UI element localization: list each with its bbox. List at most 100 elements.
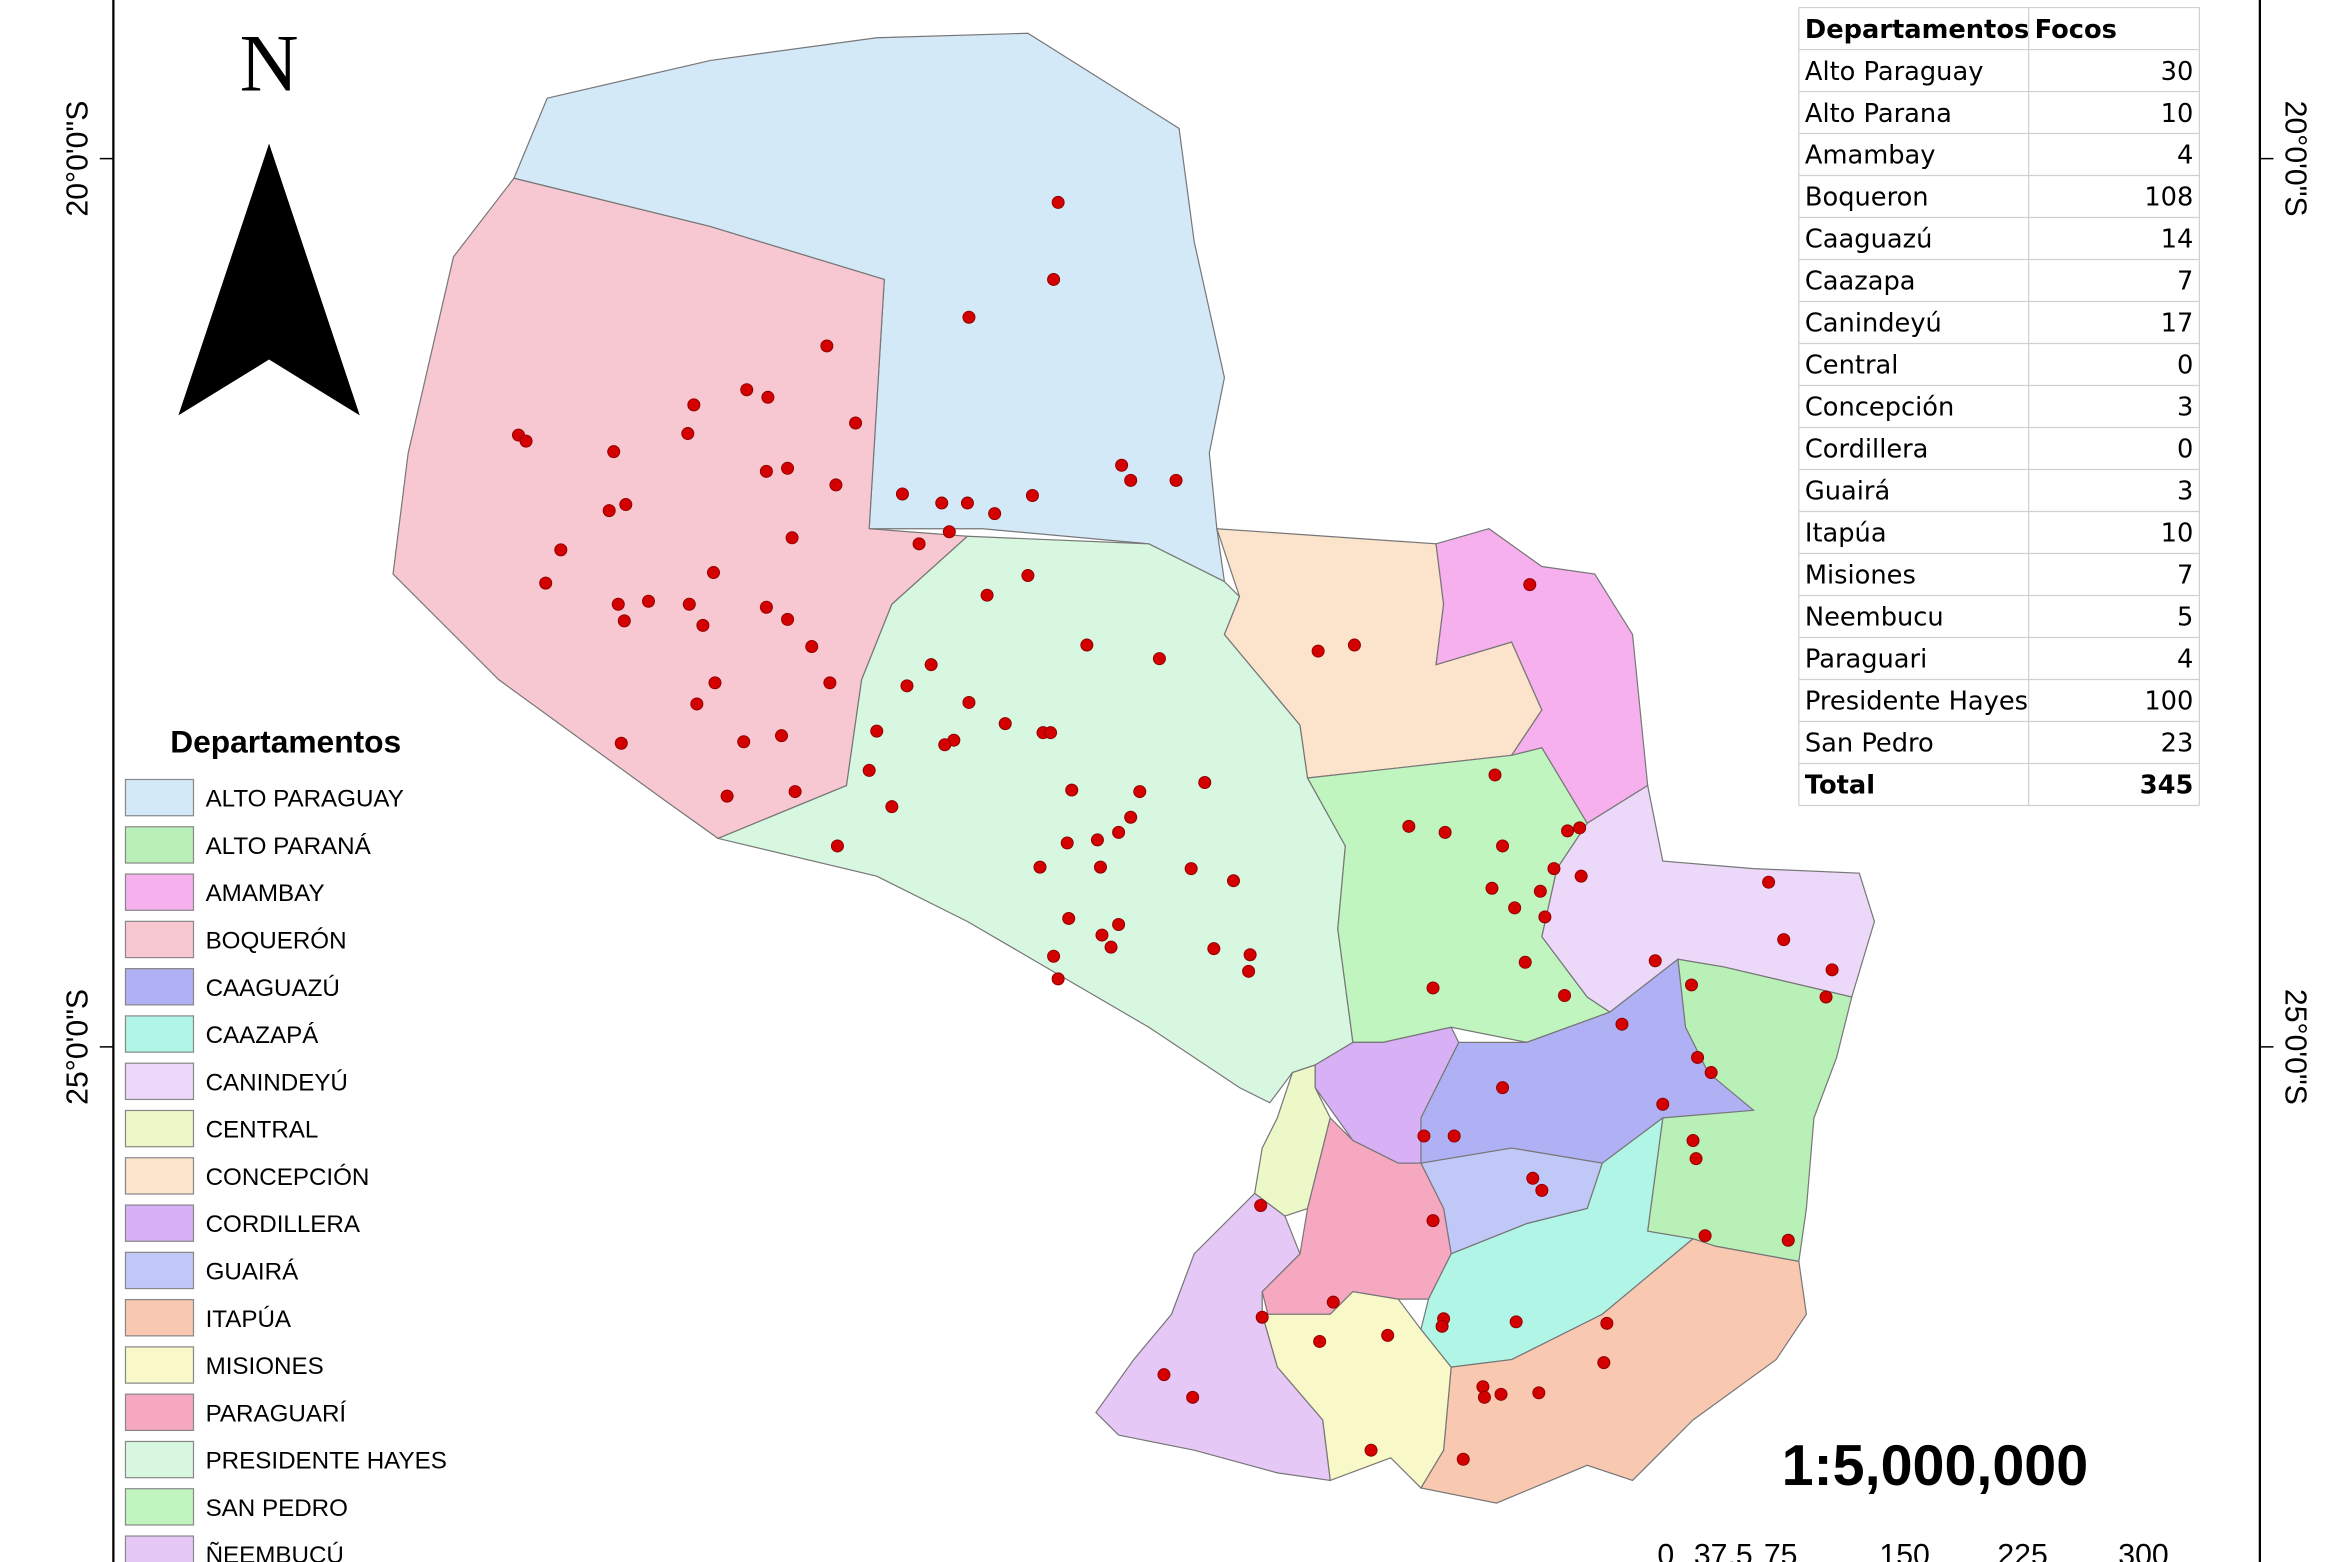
fire-hotspot [519,434,533,448]
fire-hotspot [1080,638,1094,652]
fire-hotspot [1326,1295,1340,1309]
fire-hotspot [759,464,773,478]
fire-hotspot [862,763,876,777]
fire-hotspot [1656,1097,1670,1111]
table-cell: 345 [2140,771,2194,801]
fire-hotspot [641,594,655,608]
fire-hotspot [1062,911,1076,925]
table-cell: Alto Paraguay [1805,57,1984,87]
table-cell: 108 [2144,183,2193,213]
fire-hotspot [1485,881,1499,895]
legend-label: MISIONES [206,1353,324,1380]
fire-hotspot [849,416,863,430]
fire-hotspot [988,507,1002,521]
legend-label: CAAZAPÁ [206,1022,320,1049]
legend-label: ALTO PARAGUAY [206,786,404,813]
legend-swatch [124,873,195,911]
legend-swatch [124,1157,195,1195]
scale-ratio: 1:5,000,000 [1782,1434,2089,1498]
fire-hotspot [1825,963,1839,977]
table-cell: Amambay [1805,141,1936,171]
fire-hotspot [737,735,751,749]
fire-hotspot [1426,981,1440,995]
fire-hotspot [1561,824,1575,838]
table-cell: 7 [2177,561,2193,591]
department [1419,1238,1808,1504]
fire-hotspot [614,736,628,750]
legend: ALTO PARAGUAY ALTO PARANÁ AMAMBAY BOQUERÓN C… [124,778,447,1562]
fire-hotspot [1104,940,1118,954]
fire-hotspot [1313,1334,1327,1348]
fire-hotspot [1689,1152,1703,1166]
department [1095,1192,1331,1482]
fire-hotspot [1477,1390,1491,1404]
fire-hotspot [900,679,914,693]
scale-tick-label: 75 [1764,1539,1798,1562]
fire-hotspot [885,800,899,814]
table-cell: 0 [2177,435,2193,465]
fire-hotspot [1438,825,1452,839]
fire-hotspot [1025,488,1039,502]
legend-label: ALTO PARANÁ [206,833,372,860]
fire-hotspot [1051,972,1065,986]
fire-hotspot [1347,638,1361,652]
fire-hotspot [775,729,789,743]
fire-hotspot [1065,783,1079,797]
fire-hotspot [1169,473,1183,487]
legend-swatch [124,1488,195,1526]
fire-hotspot [1124,473,1138,487]
scale-tick-label: 300 [2118,1539,2168,1562]
table-cell: Paraguari [1805,645,1927,675]
fire-hotspot [1242,964,1256,978]
fire-hotspot [690,697,704,711]
north-label: N [240,18,299,109]
table-cell: Neembucu [1805,603,1944,633]
legend-swatch [124,1346,195,1384]
fire-hotspot [980,588,994,602]
fire-hotspot [682,597,696,611]
fire-hotspot [935,496,949,510]
fire-hotspot [1547,862,1561,876]
legend-label: CORDILLERA [206,1211,361,1238]
fire-hotspot [1157,1368,1171,1382]
fire-hotspot [960,496,974,510]
legend-label: CANINDEYÚ [206,1069,348,1096]
fire-hotspot [617,614,631,628]
fire-hotspot [998,717,1012,731]
legend-swatch [124,1109,195,1148]
fire-hotspot [1819,990,1833,1004]
table-cell: 7 [2177,267,2193,297]
legend-swatch [124,1298,195,1337]
fire-hotspot [924,658,938,672]
fire-hotspot [1226,874,1240,888]
fire-hotspot [1600,1316,1614,1330]
fire-hotspot [602,504,616,518]
table-cell: San Pedro [1805,729,1934,759]
table-cell: Cordillera [1805,435,1929,465]
fire-hotspot [539,576,553,590]
table-cell: 10 [2161,519,2194,549]
fire-hotspot [1476,1380,1490,1394]
table-cell: 3 [2177,393,2193,423]
fire-hotspot [761,390,775,404]
table-cell: 3 [2177,477,2193,507]
fire-hotspot [1095,928,1109,942]
legend-swatch [124,826,195,864]
fire-hotspot [1698,1229,1712,1243]
scale-tick-label: 225 [1997,1539,2047,1562]
table-cell: 10 [2161,99,2194,129]
fire-hotspot [1691,1050,1705,1064]
scale-bar: 0 37.5 75 150 225 300Km [1657,1539,2205,1562]
table-cell: Focos [2035,15,2117,45]
fire-hotspot [1060,836,1074,850]
fire-hotspot [781,612,795,626]
legend-swatch [124,920,195,959]
scale-tick-label: 0 [1657,1539,1674,1562]
legend-label: CENTRAL [206,1117,319,1144]
fire-hotspot [1777,933,1791,947]
fire-hotspot [1112,918,1126,932]
legend-label: ÑEEMBUCÚ [206,1542,344,1562]
fire-hotspot [1417,1129,1431,1143]
